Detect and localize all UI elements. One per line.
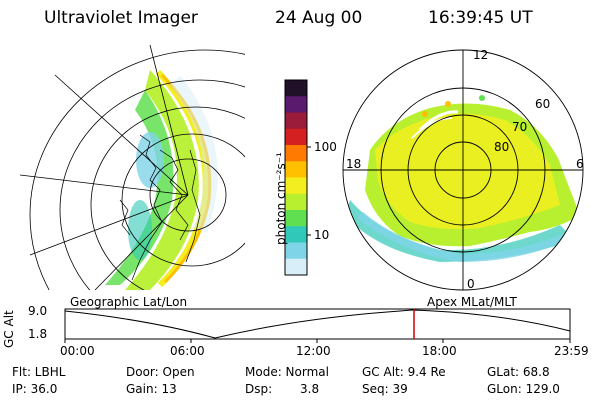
altitude-ytick-top: 9.0 (28, 304, 48, 318)
polar-map (342, 49, 584, 291)
altitude-xtick-2359: 23:59 (554, 344, 589, 358)
colorbar-segment (285, 112, 307, 130)
glon-info: GLon: 129.0 (487, 382, 560, 396)
colorbar-tick-100: 100 (314, 140, 337, 154)
dsp-label: Dsp: (245, 382, 273, 396)
altitude-ylabel: GC Alt (2, 310, 16, 348)
colorbar-segment (285, 177, 307, 195)
mlat-label-60: 60 (535, 97, 551, 111)
geographic-map-caption: Geographic Lat/Lon (70, 295, 188, 309)
aurora-oval-polar (345, 95, 580, 263)
filter-info: Flt: LBHL (12, 365, 66, 379)
geographic-map (19, 44, 245, 290)
mlt-label-18: 18 (346, 157, 362, 171)
colorbar-segment (285, 226, 307, 243)
altitude-xtick-0600: 06:00 (170, 344, 205, 358)
mlt-label-6: 6 (576, 157, 584, 171)
colorbar-segment (285, 210, 307, 227)
gain-info: Gain: 13 (126, 382, 177, 396)
colorbar-segment (285, 145, 307, 162)
mode-info: Mode: Normal (245, 365, 329, 379)
colorbar-frame (284, 79, 308, 276)
colorbar-segment (285, 96, 307, 113)
altitude-plot (64, 308, 571, 343)
polar-grid (342, 49, 584, 291)
altitude-xtick-1200: 12:00 (296, 344, 331, 358)
door-info: Door: Open (126, 365, 195, 379)
dsp-value: 3.8 (300, 382, 320, 396)
colorbar-segment (285, 193, 307, 211)
colorbar-segment (285, 242, 307, 260)
glat-info: GLat: 68.8 (487, 365, 550, 379)
ip-info: IP: 36.0 (12, 382, 58, 396)
lat-lon-grid (19, 44, 245, 290)
gc-alt-info: GC Alt: 9.4 Re (362, 365, 446, 379)
colorbar-segment (285, 128, 307, 146)
seq-info: Seq: 39 (362, 382, 408, 396)
altitude-xtick-0000: 00:00 (60, 344, 95, 358)
colorbar-segment (285, 80, 307, 97)
date-label: 24 Aug 00 (275, 8, 363, 28)
mlt-label-0: 0 (467, 277, 475, 291)
colorbar-segment (285, 161, 307, 178)
altitude-plot-frame (64, 308, 571, 340)
colorbar-tick-10: 10 (314, 228, 330, 242)
colorbar-segment (285, 258, 307, 276)
colorbar-unit-label: photon cm⁻²s⁻¹ (274, 152, 288, 245)
polar-map-caption: Apex MLat/MLT (427, 295, 517, 309)
aurora-oval-geographic (105, 69, 218, 290)
altitude-ytick-bottom: 1.8 (28, 327, 48, 341)
coastlines (119, 134, 201, 281)
mlat-label-80: 80 (494, 140, 510, 154)
mlat-label-70: 70 (512, 120, 528, 134)
altitude-xtick-1800: 18:00 (422, 344, 457, 358)
mlt-label-12: 12 (473, 48, 489, 62)
colorbar (284, 79, 311, 276)
altitude-curve (64, 309, 571, 339)
instrument-title: Ultraviolet Imager (44, 8, 198, 28)
time-label: 16:39:45 UT (428, 8, 533, 28)
